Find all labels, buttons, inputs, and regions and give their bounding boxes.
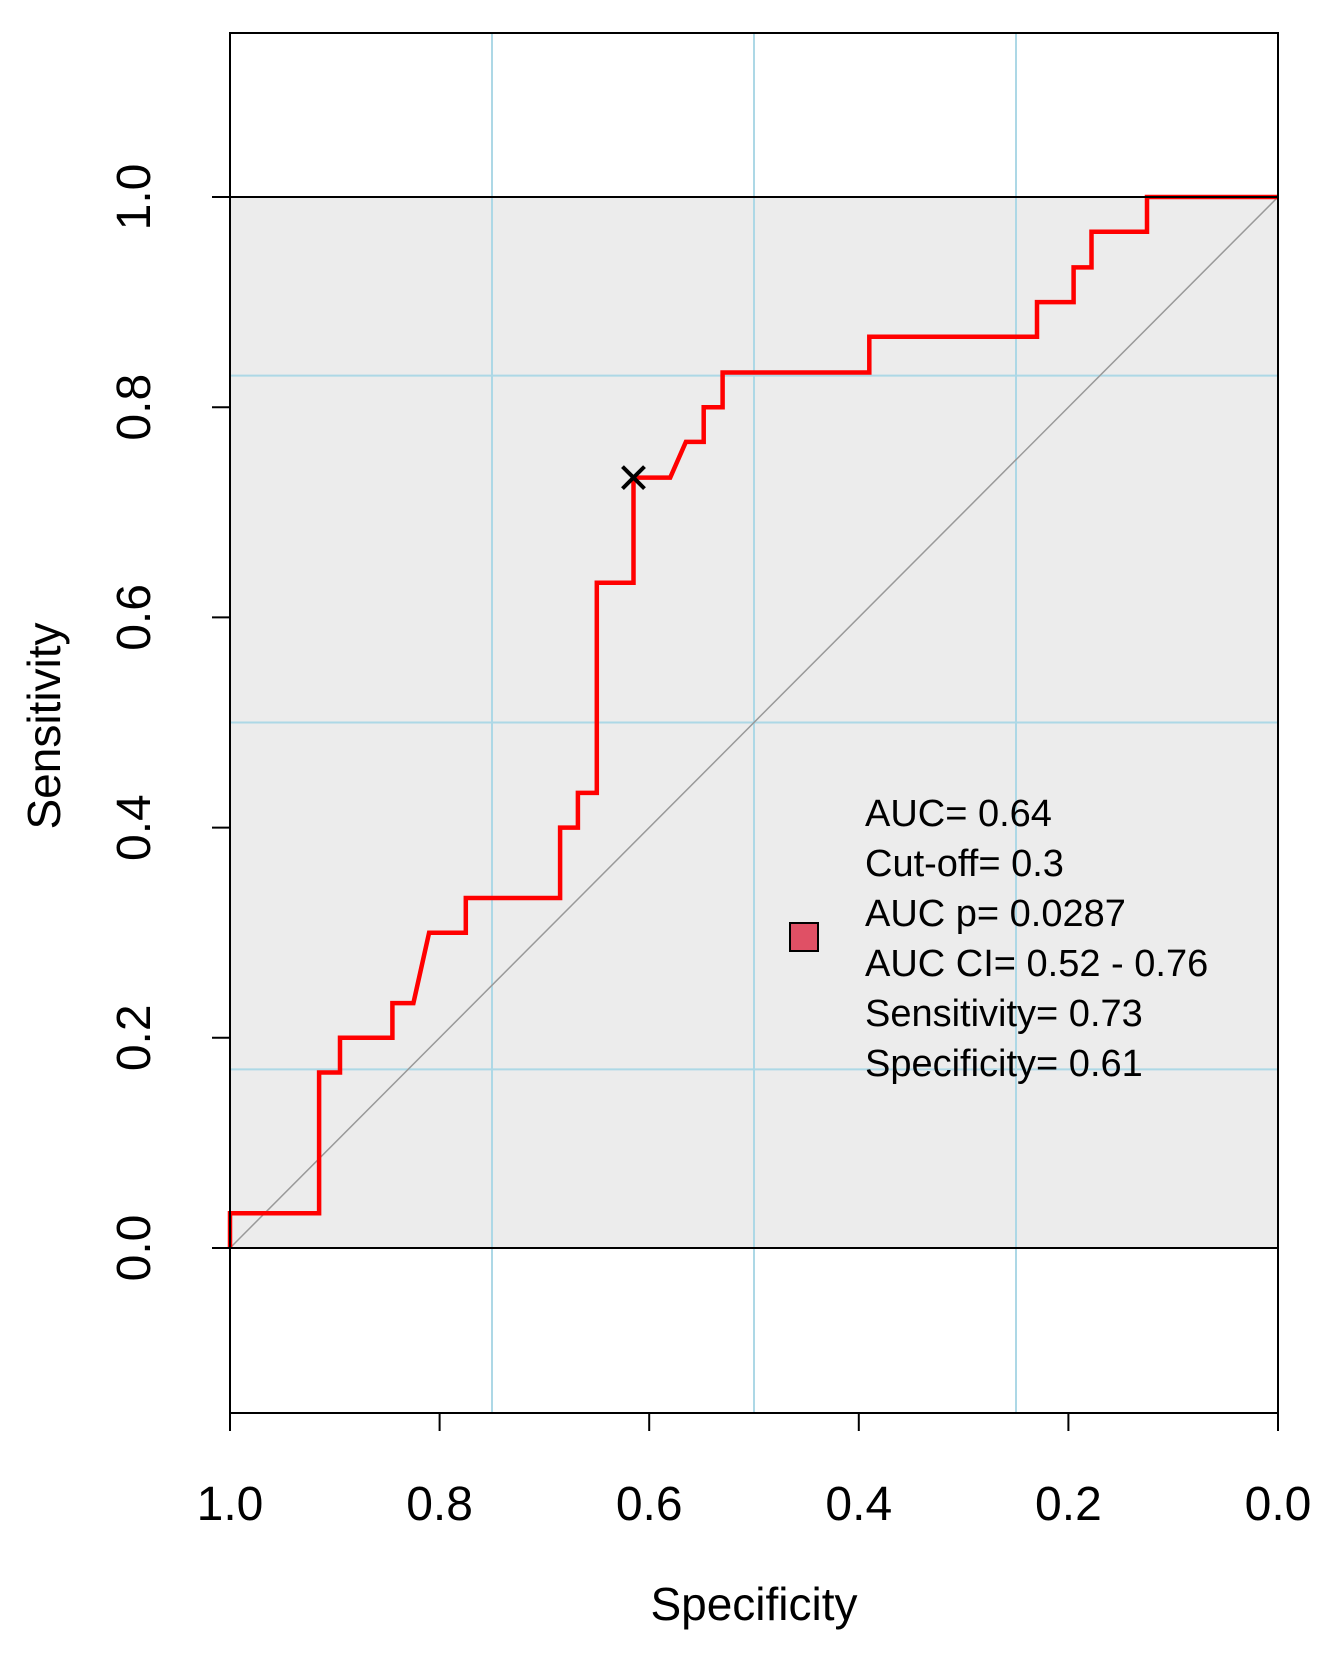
x-tick-label-0: 1.0 bbox=[197, 1478, 264, 1531]
y-tick-label-2: 0.4 bbox=[108, 794, 161, 861]
cutoff-marker bbox=[621, 465, 646, 491]
x-tick-label-3: 0.4 bbox=[825, 1478, 892, 1531]
y-tick-label-5: 1.0 bbox=[108, 164, 161, 231]
x-tick-label-5: 0.0 bbox=[1245, 1478, 1312, 1531]
y-tick-label-4: 0.8 bbox=[108, 374, 161, 441]
roc-curve-line-0 bbox=[227, 194, 1278, 1248]
legend-line-3: AUC CI= 0.52 - 0.76 bbox=[865, 943, 1208, 985]
legend-line-4: Sensitivity= 0.73 bbox=[865, 993, 1143, 1035]
x-tick-label-2: 0.6 bbox=[616, 1478, 683, 1531]
legend-line-1: Cut-off= 0.3 bbox=[865, 843, 1064, 885]
y-axis-title: Sensitivity bbox=[18, 622, 70, 829]
x-tick-label-1: 0.8 bbox=[406, 1478, 473, 1531]
x-tick-label-4: 0.2 bbox=[1035, 1478, 1102, 1531]
y-tick-label-3: 0.6 bbox=[108, 584, 161, 651]
legend-line-0: AUC= 0.64 bbox=[865, 793, 1052, 835]
reference-diagonal-line bbox=[229, 196, 1279, 1249]
legend-swatch bbox=[789, 922, 819, 952]
cutoff-marker-stroke-b bbox=[621, 465, 646, 491]
legend-line-5: Specificity= 0.61 bbox=[865, 1043, 1143, 1085]
y-tick-label-1: 0.2 bbox=[108, 1004, 161, 1071]
x-axis-title: Specificity bbox=[650, 1578, 857, 1630]
legend-line-2: AUC p= 0.0287 bbox=[865, 893, 1126, 935]
y-tick-label-0: 0.0 bbox=[108, 1215, 161, 1282]
